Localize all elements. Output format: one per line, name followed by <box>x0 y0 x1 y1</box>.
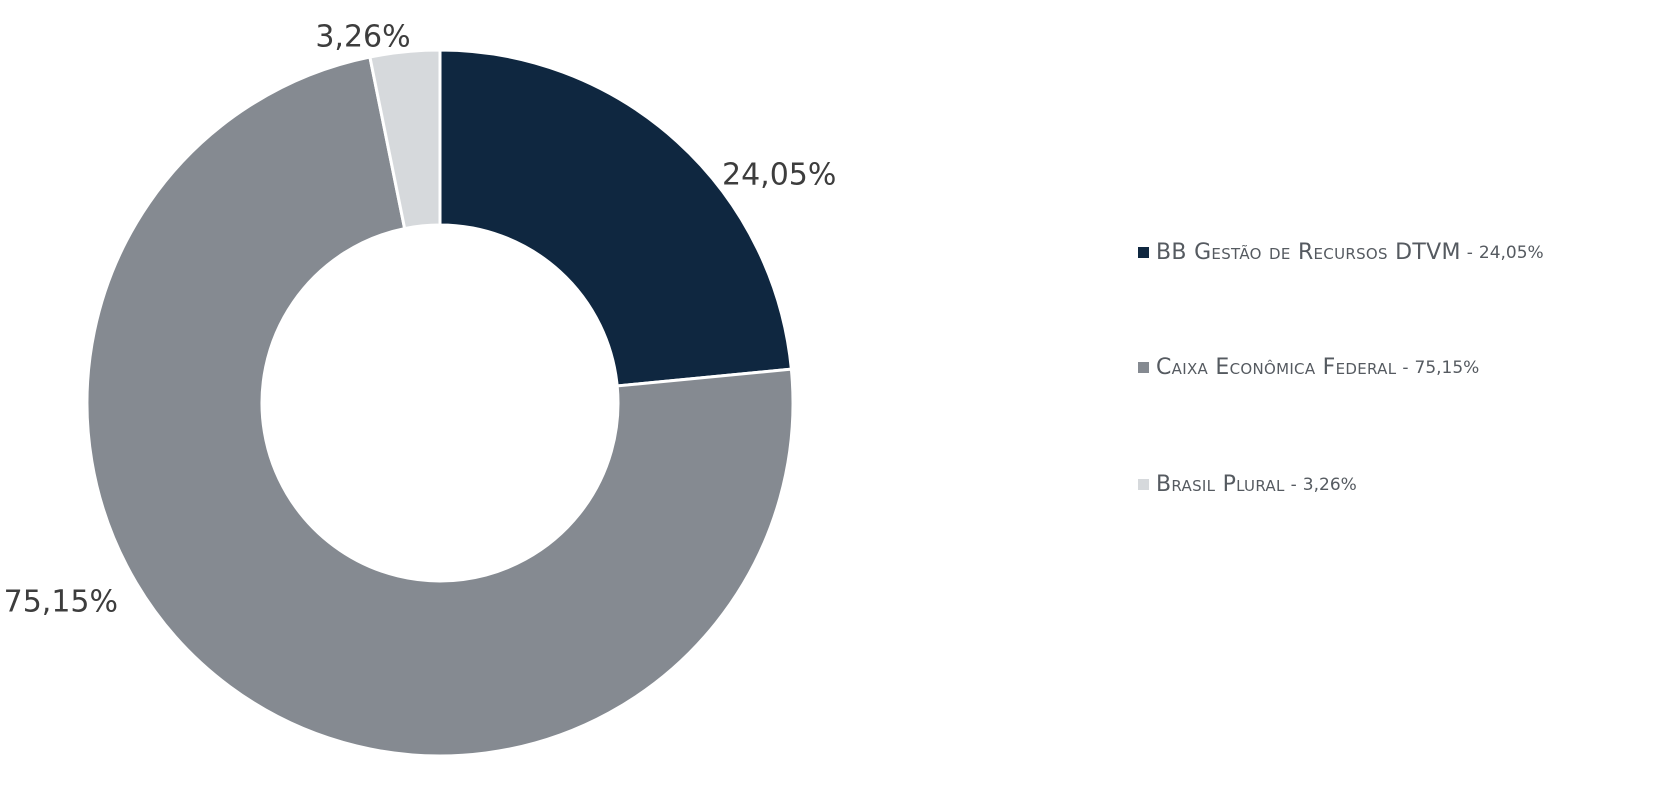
legend-item-brasil-plural: Brasil Plural - 3,26% <box>1138 472 1357 497</box>
slice-labels: 24,05% 75,15% 3,26% <box>4 20 837 620</box>
legend-item-bb: BB Gestão de Recursos DTVM - 24,05% <box>1138 240 1544 265</box>
legend-swatch-brasil-plural <box>1138 479 1149 490</box>
legend-value-bb: 24,05% <box>1478 242 1544 263</box>
slice-caixa <box>85 55 795 758</box>
legend-label-caixa: Caixa Econômica Federal <box>1156 355 1397 380</box>
slice-brasil-plural <box>368 48 442 231</box>
legend-swatch-caixa <box>1138 362 1149 373</box>
legend-value-brasil-plural: 3,26% <box>1302 474 1357 495</box>
slice-label-bb: 24,05% <box>722 158 836 193</box>
legend-item-caixa: Caixa Econômica Federal - 75,15% <box>1138 355 1479 380</box>
donut-slices <box>85 48 795 758</box>
slice-label-caixa: 75,15% <box>4 585 118 620</box>
legend-separator: - <box>1466 242 1473 263</box>
legend-separator: - <box>1402 357 1409 378</box>
legend-swatch-bb <box>1138 247 1149 258</box>
legend-value-caixa: 75,15% <box>1414 357 1480 378</box>
legend-separator: - <box>1290 474 1297 495</box>
legend-label-brasil-plural: Brasil Plural <box>1156 472 1285 497</box>
slice-label-brasil-plural: 3,26% <box>315 20 410 55</box>
slice-bb <box>438 48 794 388</box>
legend-label-bb: BB Gestão de Recursos DTVM <box>1156 240 1461 265</box>
